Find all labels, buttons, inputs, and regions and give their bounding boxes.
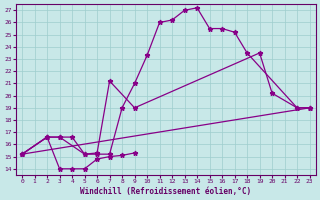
X-axis label: Windchill (Refroidissement éolien,°C): Windchill (Refroidissement éolien,°C) [80, 187, 252, 196]
